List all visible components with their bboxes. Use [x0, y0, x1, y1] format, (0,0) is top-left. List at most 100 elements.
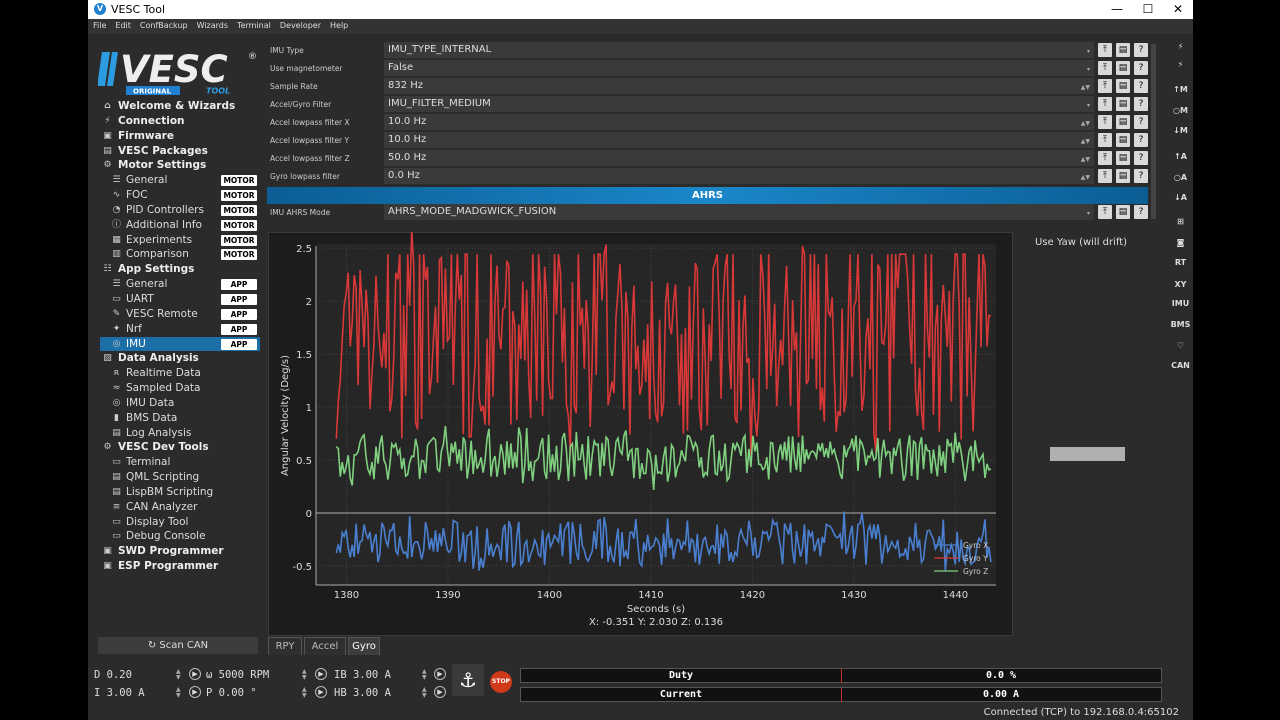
param-value-combo[interactable]: AHRS_MODE_MADGWICK_FUSION ▾: [384, 204, 1094, 220]
dropdown-arrow-icon[interactable]: ▾: [1086, 102, 1090, 109]
anchor-icon[interactable]: ⚓: [452, 664, 484, 696]
current-spin[interactable]: ▲ ▼: [176, 686, 181, 699]
duty-spin[interactable]: ▲ ▼: [176, 668, 181, 681]
brake-spin[interactable]: ▲ ▼: [422, 668, 427, 681]
nav-item-log-analysis[interactable]: ▤ Log Analysis: [100, 426, 260, 441]
read-default-icon[interactable]: ▤: [1116, 115, 1130, 129]
read-default-icon[interactable]: ▤: [1116, 61, 1130, 75]
close-button[interactable]: ✕: [1172, 2, 1184, 16]
read-default-icon[interactable]: ▤: [1116, 97, 1130, 111]
scan-can-button[interactable]: ↻ Scan CAN: [98, 637, 258, 654]
read-default-icon[interactable]: ▤: [1116, 133, 1130, 147]
nav-item-debug-console[interactable]: ▭ Debug Console: [100, 529, 260, 544]
param-value-spin[interactable]: 0.0 Hz ▲▼: [384, 168, 1094, 184]
read-default-icon[interactable]: ▤: [1116, 43, 1130, 57]
param-value-combo[interactable]: IMU_TYPE_INTERNAL ▾: [384, 42, 1094, 58]
upload-icon[interactable]: ⤒: [1098, 205, 1112, 219]
tree-icon[interactable]: ⊞: [1177, 217, 1184, 226]
handbrake-input[interactable]: HB 3.00 A: [334, 687, 391, 699]
read-default-icon[interactable]: ▤: [1116, 79, 1130, 93]
read-default-icon[interactable]: ▤: [1116, 169, 1130, 183]
motor-fwd-icon[interactable]: ↑M: [1173, 85, 1188, 94]
speed-input[interactable]: ω 5000 RPM: [206, 669, 270, 681]
param-value-spin[interactable]: 50.0 Hz ▲▼: [384, 150, 1094, 166]
maximize-button[interactable]: ☐: [1142, 2, 1154, 16]
duty-apply-icon[interactable]: ▶: [189, 668, 201, 680]
bms-icon[interactable]: BMS: [1170, 320, 1191, 329]
gamepad-icon[interactable]: ◙: [1176, 238, 1185, 247]
nav-item-bms-data[interactable]: ▮ BMS Data: [100, 411, 260, 426]
nav-item-pid-controllers-motor[interactable]: ◔ PID Controllers MOTOR: [100, 203, 260, 218]
upload-icon[interactable]: ⤒: [1098, 151, 1112, 165]
nav-item-vesc-dev-tools[interactable]: ⚙ VESC Dev Tools: [100, 440, 260, 455]
connect-icon[interactable]: ⚡: [1177, 42, 1184, 51]
tab-accel[interactable]: Accel: [304, 637, 346, 655]
app-fwd-icon[interactable]: ↑A: [1174, 152, 1187, 161]
param-value-spin[interactable]: 10.0 Hz ▲▼: [384, 132, 1094, 148]
nav-item-imu-data[interactable]: ◎ IMU Data: [100, 396, 260, 411]
help-icon[interactable]: ?: [1134, 205, 1148, 219]
heart-icon[interactable]: ♡: [1176, 341, 1185, 350]
nav-item-terminal[interactable]: ▭ Terminal: [100, 455, 260, 470]
dropdown-arrow-icon[interactable]: ▾: [1086, 210, 1090, 217]
handbrake-spin[interactable]: ▲ ▼: [422, 686, 427, 699]
param-value-spin[interactable]: 832 Hz ▲▼: [384, 78, 1094, 94]
help-icon[interactable]: ?: [1134, 151, 1148, 165]
brake-current-input[interactable]: IB 3.00 A: [334, 669, 391, 681]
nav-item-esp-programmer[interactable]: ▣ ESP Programmer: [100, 559, 260, 574]
current-apply-icon[interactable]: ▶: [189, 686, 201, 698]
nav-item-sampled-data[interactable]: ≈ Sampled Data: [100, 381, 260, 396]
nav-item-motor-settings[interactable]: ⚙ Motor Settings: [100, 158, 260, 173]
nav-item-firmware[interactable]: ▣ Firmware: [100, 129, 260, 144]
minimize-button[interactable]: —: [1111, 2, 1123, 16]
use-yaw-slider[interactable]: [1050, 447, 1125, 461]
upload-icon[interactable]: ⤒: [1098, 61, 1112, 75]
upload-icon[interactable]: ⤒: [1098, 133, 1112, 147]
help-icon[interactable]: ?: [1134, 169, 1148, 183]
nav-item-comparison-motor[interactable]: ▥ Comparison MOTOR: [100, 247, 260, 262]
help-icon[interactable]: ?: [1134, 79, 1148, 93]
nav-item-app-settings[interactable]: ☷ App Settings: [100, 262, 260, 277]
nav-item-uart-app[interactable]: ▭ UART APP: [100, 292, 260, 307]
nav-item-additional-info-motor[interactable]: ⓘ Additional Info MOTOR: [100, 218, 260, 233]
menu-wizards[interactable]: Wizards: [196, 21, 229, 30]
nav-item-experiments-motor[interactable]: ▦ Experiments MOTOR: [100, 233, 260, 248]
disconnect-icon[interactable]: ⚡: [1177, 60, 1184, 69]
upload-icon[interactable]: ⤒: [1098, 115, 1112, 129]
speed-spin[interactable]: ▲ ▼: [302, 668, 307, 681]
imu-icon[interactable]: IMU: [1171, 299, 1190, 308]
nav-item-welcome-wizards[interactable]: ⌂ Welcome & Wizards: [100, 99, 260, 114]
menu-developer[interactable]: Developer: [279, 21, 322, 30]
nav-item-foc-motor[interactable]: ∿ FOC MOTOR: [100, 188, 260, 203]
spin-arrows-icon[interactable]: ▲▼: [1080, 156, 1090, 163]
spin-arrows-icon[interactable]: ▲▼: [1080, 138, 1090, 145]
speed-apply-icon[interactable]: ▶: [315, 668, 327, 680]
params-scrollbar[interactable]: [1151, 44, 1156, 219]
upload-icon[interactable]: ⤒: [1098, 169, 1112, 183]
nav-item-qml-scripting[interactable]: ▤ QML Scripting: [100, 470, 260, 485]
spin-arrows-icon[interactable]: ▲▼: [1080, 174, 1090, 181]
nav-item-general-app[interactable]: ☰ General APP: [100, 277, 260, 292]
nav-item-vesc-packages[interactable]: ▤ VESC Packages: [100, 144, 260, 159]
position-spin[interactable]: ▲ ▼: [302, 686, 307, 699]
read-default-icon[interactable]: ▤: [1116, 205, 1130, 219]
spin-arrows-icon[interactable]: ▲▼: [1080, 84, 1090, 91]
nav-item-can-analyzer[interactable]: ≡ CAN Analyzer: [100, 500, 260, 515]
brake-apply-icon[interactable]: ▶: [434, 668, 446, 680]
dropdown-arrow-icon[interactable]: ▾: [1086, 48, 1090, 55]
nav-item-data-analysis[interactable]: ▨ Data Analysis: [100, 351, 260, 366]
read-default-icon[interactable]: ▤: [1116, 151, 1130, 165]
motor-rev-icon[interactable]: ↓M: [1173, 126, 1188, 135]
upload-icon[interactable]: ⤒: [1098, 97, 1112, 111]
menu-file[interactable]: File: [93, 21, 107, 30]
menu-confbackup[interactable]: ConfBackup: [139, 21, 188, 30]
nav-item-vesc-remote-app[interactable]: ✎ VESC Remote APP: [100, 307, 260, 322]
nav-item-imu-app[interactable]: ◎ IMU APP: [100, 336, 260, 352]
position-apply-icon[interactable]: ▶: [315, 686, 327, 698]
stop-button[interactable]: STOP: [490, 671, 512, 693]
menu-help[interactable]: Help: [330, 21, 349, 30]
help-icon[interactable]: ?: [1134, 115, 1148, 129]
nav-item-lispbm-scripting[interactable]: ▤ LispBM Scripting: [100, 485, 260, 500]
current-input[interactable]: I 3.00 A: [94, 687, 145, 699]
menu-terminal[interactable]: Terminal: [237, 21, 271, 30]
